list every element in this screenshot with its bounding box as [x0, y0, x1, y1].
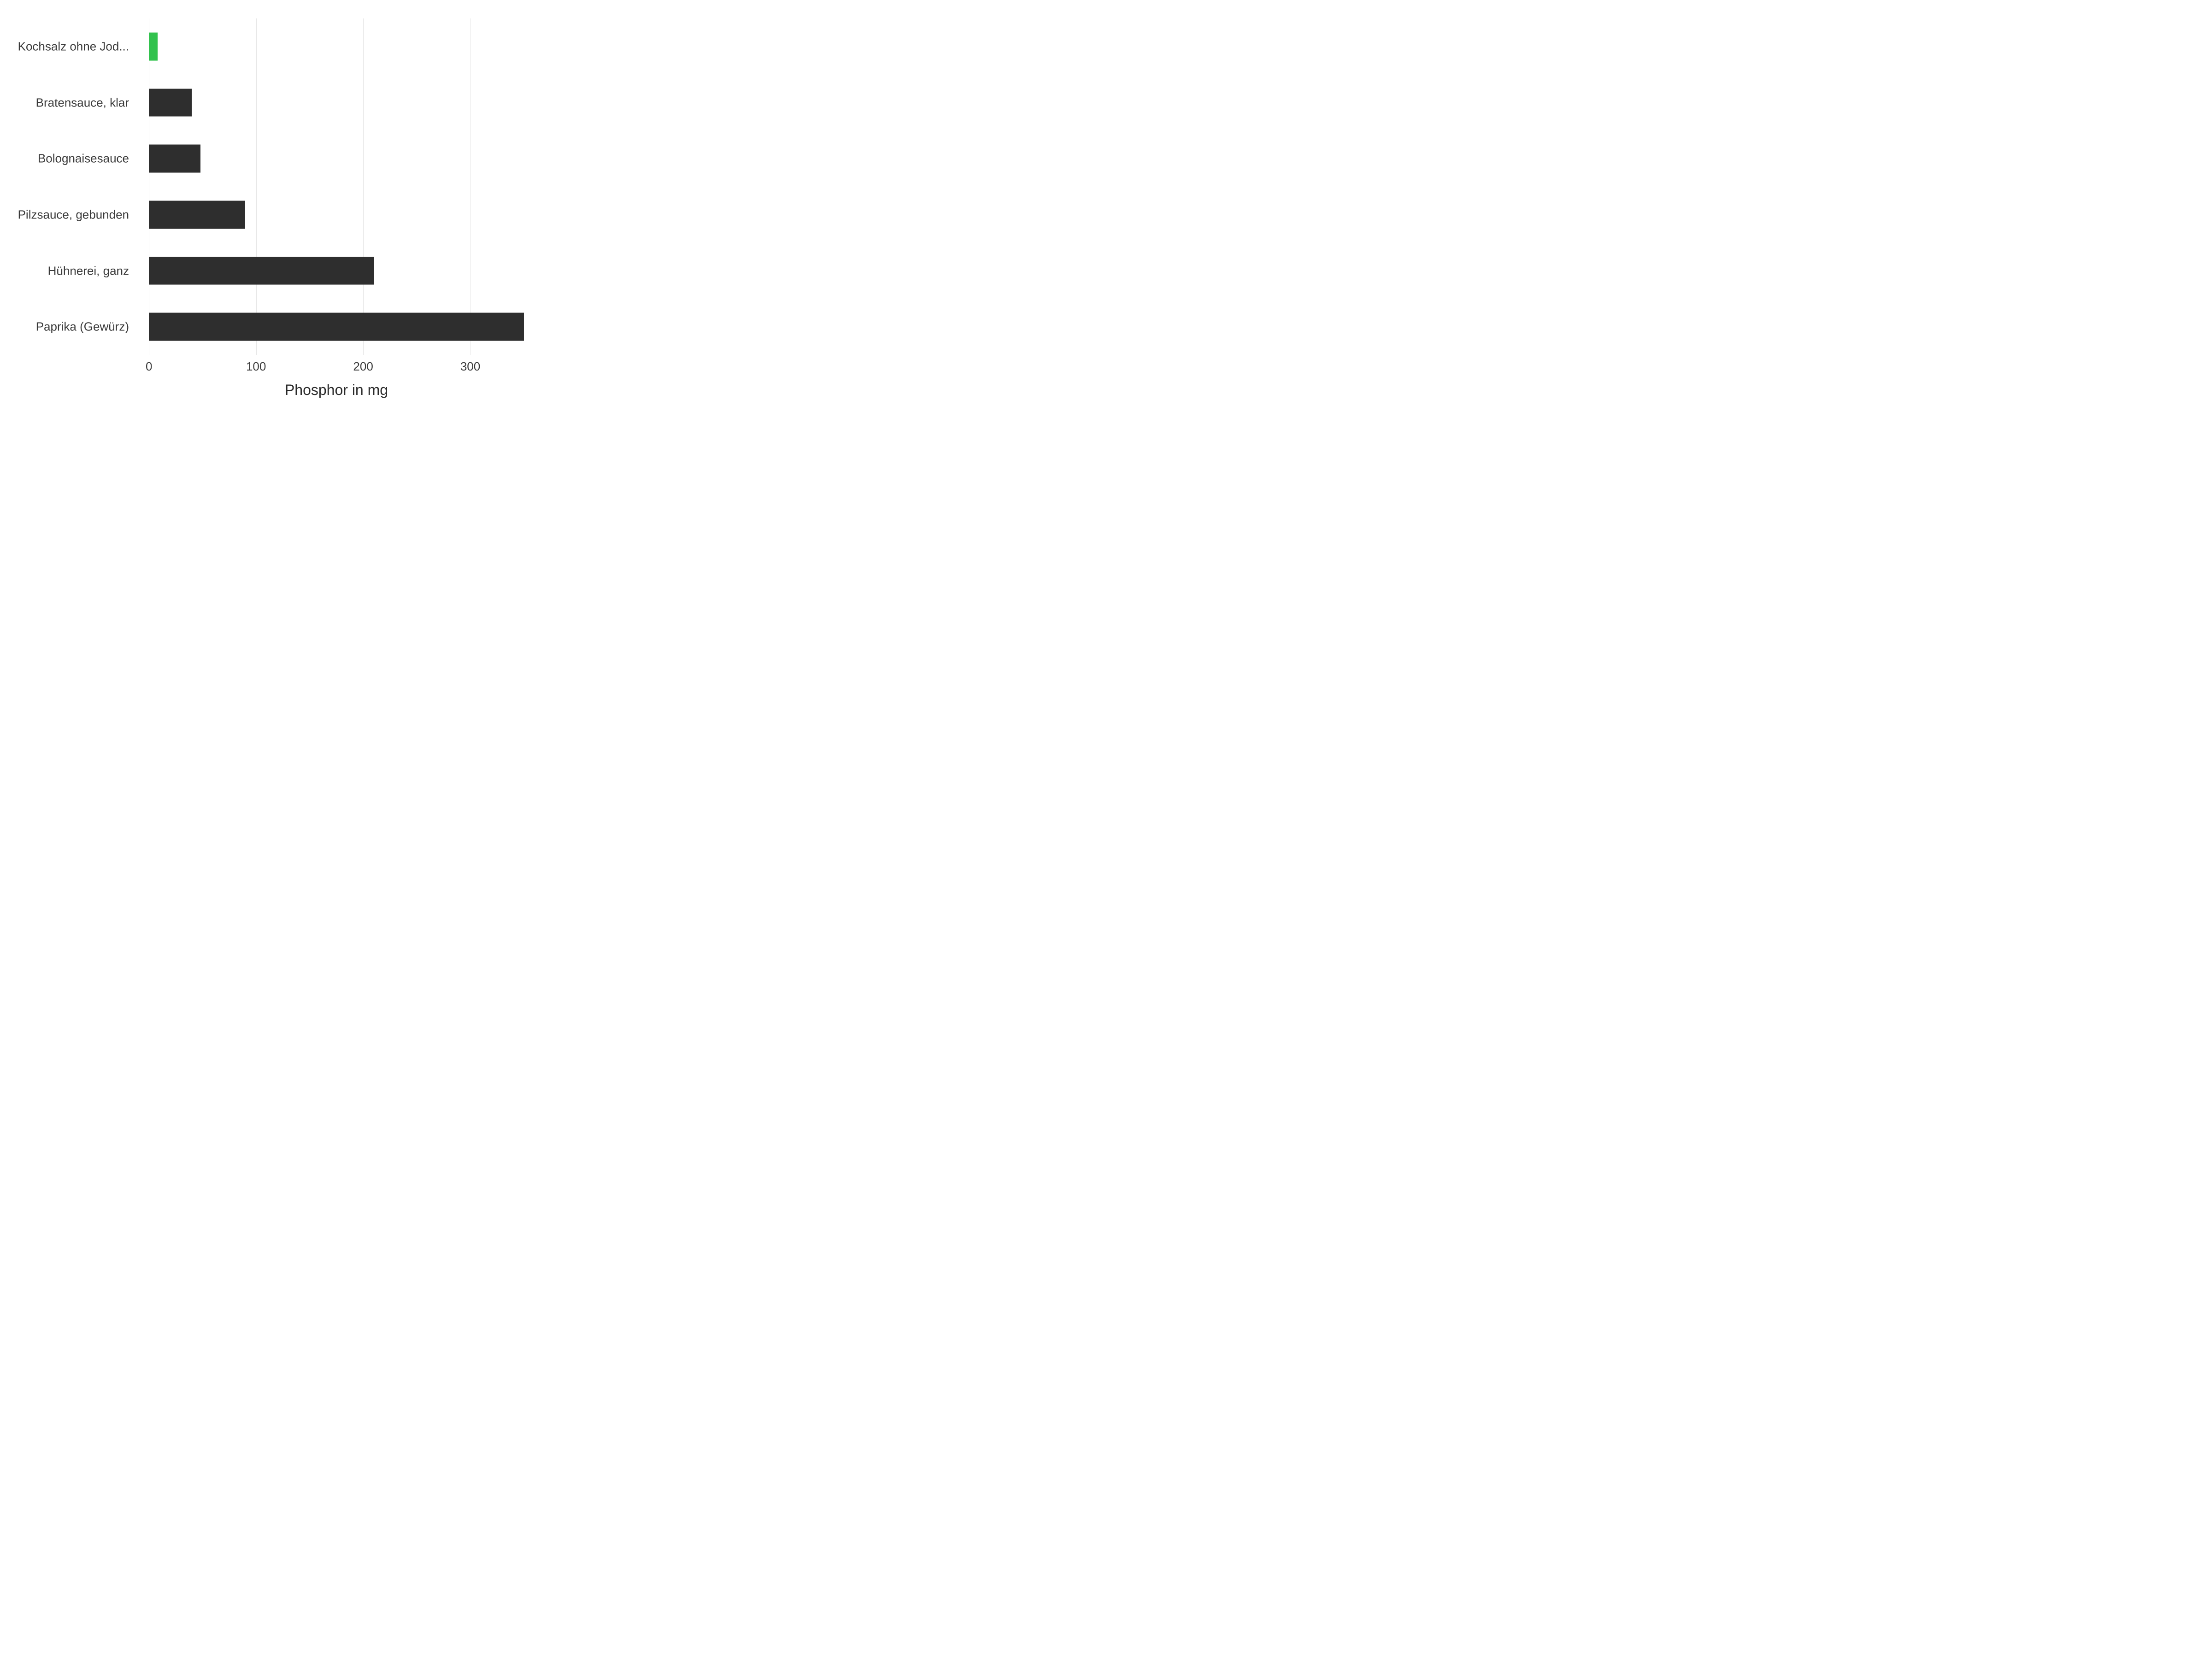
x-tick-label: 300: [460, 359, 480, 374]
x-tick-label: 100: [246, 359, 266, 374]
gridline: [256, 18, 257, 355]
bar: [149, 200, 245, 229]
bars-layer: [138, 18, 535, 355]
chart-container: Kochsalz ohne Jod... Bratensauce, klar Bol…: [0, 0, 553, 415]
x-tick-label: 200: [353, 359, 373, 374]
bar: [149, 32, 158, 60]
y-tick-label: Hühnerei, ganz: [48, 264, 129, 278]
y-tick-label: Paprika (Gewürz): [36, 320, 129, 334]
x-axis-ticks: 0 100 200 300: [138, 359, 535, 373]
bar: [149, 145, 200, 173]
bar: [149, 313, 524, 341]
x-axis-title: Phosphor in mg: [138, 382, 535, 399]
y-tick-label: Pilzsauce, gebunden: [18, 207, 129, 222]
y-axis-labels: Kochsalz ohne Jod... Bratensauce, klar Bol…: [0, 18, 134, 355]
plot-area: [138, 18, 535, 355]
bar: [149, 88, 192, 117]
y-tick-label: Kochsalz ohne Jod...: [18, 39, 129, 53]
y-tick-label: Bolognaisesauce: [38, 152, 129, 166]
y-tick-label: Bratensauce, klar: [36, 95, 129, 110]
gridline: [363, 18, 364, 355]
bar: [149, 257, 374, 285]
x-tick-label: 0: [146, 359, 152, 374]
